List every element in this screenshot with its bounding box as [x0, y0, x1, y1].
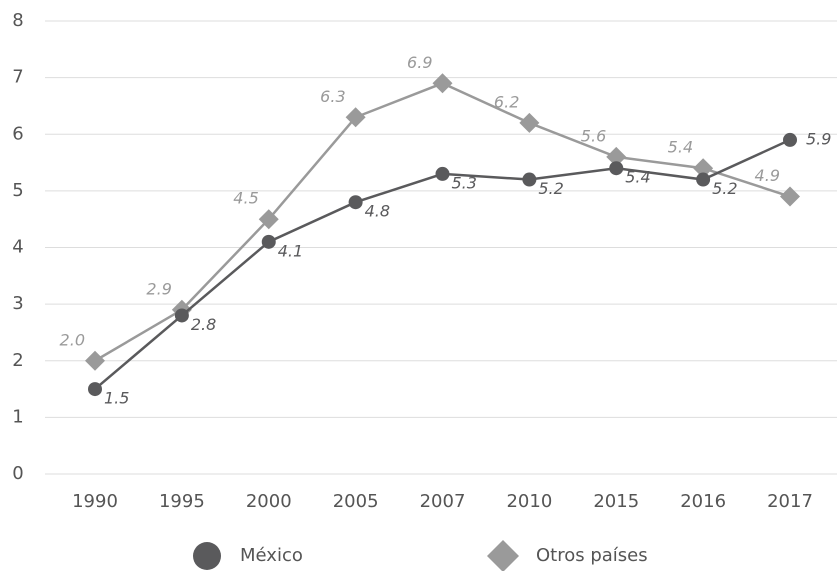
x-tick-label: 2000 [246, 491, 292, 512]
y-tick-label: 1 [12, 406, 23, 427]
value-label: 4.9 [755, 166, 780, 185]
point [85, 350, 105, 371]
point [783, 132, 797, 147]
value-label: 5.4 [625, 168, 650, 187]
x-tick-label: 2015 [593, 491, 639, 512]
value-label: 6.9 [407, 53, 432, 72]
legend-label: México [240, 545, 303, 566]
value-label: 6.3 [320, 87, 345, 106]
point [345, 107, 366, 128]
x-tick-label: 2016 [680, 491, 726, 512]
y-tick-label: 7 [12, 67, 23, 88]
x-tick-label: 2010 [506, 491, 552, 512]
legend-label: Otros países [536, 545, 648, 566]
y-tick-label: 5 [12, 180, 23, 201]
legend-marker [193, 542, 221, 570]
y-tick-label: 4 [12, 237, 23, 258]
x-tick-label: 2007 [420, 491, 466, 512]
value-label: 2.8 [191, 315, 216, 334]
point [174, 308, 189, 323]
value-label: 2.0 [60, 330, 85, 349]
value-label: 2.9 [146, 279, 171, 298]
y-tick-label: 3 [12, 293, 23, 314]
value-label: 1.5 [104, 389, 129, 408]
point [696, 172, 711, 187]
point [522, 172, 537, 187]
point [606, 146, 627, 167]
value-label: 6.2 [494, 92, 519, 111]
point [88, 382, 102, 397]
x-tick-label: 2017 [767, 491, 813, 512]
value-label: 5.9 [806, 129, 831, 148]
value-label: 4.1 [278, 241, 303, 260]
point [435, 166, 450, 181]
value-label: 5.3 [452, 173, 477, 192]
value-label: 4.8 [365, 202, 390, 221]
y-tick-label: 6 [12, 123, 23, 144]
point [261, 234, 276, 249]
point [780, 186, 800, 207]
value-label: 5.2 [538, 179, 563, 198]
x-tick-label: 2005 [333, 491, 379, 512]
value-label: 5.4 [668, 138, 693, 157]
value-label: 5.6 [581, 126, 606, 145]
y-tick-label: 2 [12, 350, 23, 371]
legend-marker [487, 540, 519, 571]
point [609, 161, 624, 176]
x-tick-label: 1995 [159, 491, 205, 512]
value-label: 5.2 [712, 179, 737, 198]
point [258, 209, 279, 230]
point [693, 158, 714, 179]
y-tick-label: 8 [12, 10, 23, 31]
y-tick-label: 0 [12, 463, 23, 484]
point [519, 112, 540, 133]
x-tick-label: 1990 [72, 491, 118, 512]
value-label: 4.5 [233, 189, 258, 208]
point [432, 73, 453, 94]
point [348, 195, 363, 210]
